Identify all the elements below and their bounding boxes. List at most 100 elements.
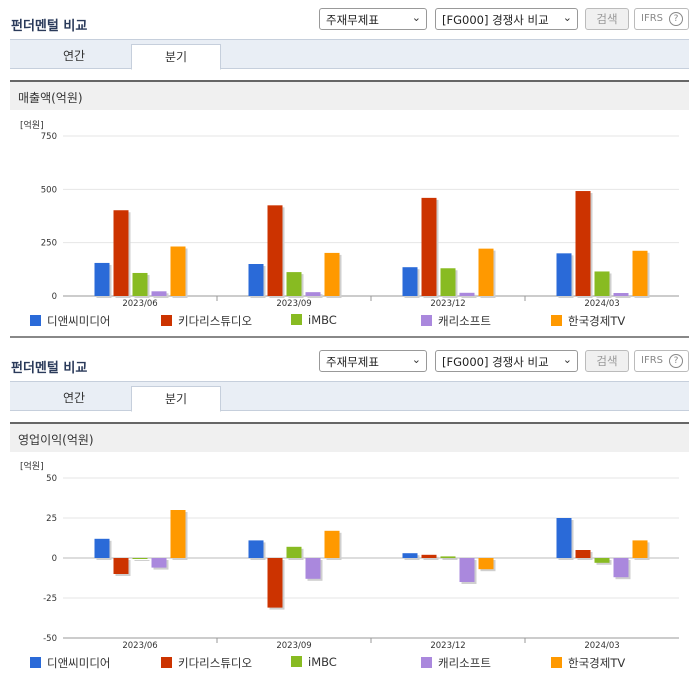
bar[interactable] — [440, 268, 456, 296]
ifrs-label: IFRS — [641, 13, 663, 24]
legend-swatch — [30, 657, 41, 668]
compare-select-value: [FG000] 경쟁사 비교 — [442, 13, 549, 27]
bar[interactable] — [286, 272, 302, 296]
bar[interactable] — [556, 253, 572, 296]
help-icon[interactable]: ? — [669, 354, 683, 368]
bar[interactable] — [170, 246, 186, 296]
legend-swatch — [551, 657, 562, 668]
statement-select-value: 주재무제표 — [326, 355, 379, 369]
bar-shadow — [615, 295, 631, 298]
tab-quarterly[interactable]: 분기 — [131, 44, 221, 70]
legend-swatch — [161, 657, 172, 668]
legend-label: 한국경제TV — [568, 656, 626, 670]
bar[interactable] — [94, 538, 110, 558]
bar[interactable] — [478, 248, 494, 296]
legend-item[interactable]: iMBC — [291, 313, 337, 327]
legend-label: 디앤씨미디어 — [47, 314, 111, 328]
bar[interactable] — [440, 556, 456, 558]
bar[interactable] — [132, 272, 148, 296]
legend-label: 캐리소프트 — [438, 314, 491, 328]
legend-item[interactable]: 키다리스튜디오 — [161, 313, 252, 329]
bar[interactable] — [286, 546, 302, 558]
bar[interactable] — [402, 267, 418, 296]
search-button[interactable]: 검색 — [585, 8, 629, 30]
chart-title: 매출액(억원) — [18, 91, 83, 105]
bar[interactable] — [575, 191, 591, 296]
bar[interactable] — [632, 250, 648, 296]
compare-select[interactable]: [FG000] 경쟁사 비교 ⌄ — [435, 8, 578, 30]
bar[interactable] — [613, 293, 629, 296]
bar[interactable] — [402, 553, 418, 558]
bar[interactable] — [305, 558, 321, 579]
bar[interactable] — [151, 291, 167, 296]
chevron-down-icon: ⌄ — [562, 11, 572, 24]
legend-item[interactable]: 디앤씨미디어 — [30, 313, 110, 329]
legend-item[interactable]: 디앤씨미디어 — [30, 655, 110, 671]
bar[interactable] — [267, 205, 283, 296]
legend-label: 키다리스튜디오 — [178, 656, 253, 670]
chevron-down-icon: ⌄ — [411, 11, 421, 24]
bar[interactable] — [267, 558, 283, 608]
y-tick-label: -50 — [43, 634, 57, 644]
bar[interactable] — [459, 292, 475, 296]
tab-annual[interactable]: 연간 — [62, 391, 86, 405]
compare-select[interactable]: [FG000] 경쟁사 비교 ⌄ — [435, 350, 578, 372]
legend-item[interactable]: 캐리소프트 — [421, 313, 491, 329]
tab-annual[interactable]: 연간 — [62, 49, 86, 63]
bar[interactable] — [132, 558, 148, 559]
chart-title: 영업이익(억원) — [18, 433, 94, 447]
bar[interactable] — [594, 558, 610, 563]
bar-shadow — [134, 560, 150, 561]
bar[interactable] — [324, 252, 340, 296]
bar[interactable] — [151, 558, 167, 568]
chart-legend: 디앤씨미디어 키다리스튜디오 iMBC 캐리소프트 한국경제TV — [30, 313, 670, 329]
y-tick-label: 750 — [41, 132, 57, 142]
bar-shadow — [423, 556, 439, 560]
legend-swatch — [161, 315, 172, 326]
bar[interactable] — [248, 264, 264, 296]
bar-shadow — [461, 294, 477, 298]
bar[interactable] — [632, 540, 648, 558]
bar[interactable] — [170, 510, 186, 558]
x-tick-label: 2023/09 — [276, 299, 311, 309]
bar[interactable] — [594, 271, 610, 296]
bar[interactable] — [575, 550, 591, 558]
legend-label: iMBC — [308, 655, 337, 669]
bar-shadow — [307, 294, 323, 298]
bar[interactable] — [94, 262, 110, 296]
legend-item[interactable]: 한국경제TV — [551, 655, 625, 671]
search-button[interactable]: 검색 — [585, 350, 629, 372]
legend-label: 한국경제TV — [568, 314, 626, 328]
bar[interactable] — [113, 558, 129, 574]
legend-item[interactable]: 키다리스튜디오 — [161, 655, 252, 671]
compare-select-value: [FG000] 경쟁사 비교 — [442, 355, 549, 369]
y-tick-label: -25 — [43, 594, 57, 604]
unit-label: [억원] — [20, 462, 44, 472]
bar[interactable] — [459, 558, 475, 582]
legend-item[interactable]: 한국경제TV — [551, 313, 625, 329]
chart-header-operating-profit: 영업이익(억원) — [10, 422, 689, 452]
legend-swatch — [291, 314, 302, 325]
legend-item[interactable]: 캐리소프트 — [421, 655, 491, 671]
page-title: 펀더멘털 비교 — [11, 19, 88, 34]
chevron-down-icon: ⌄ — [562, 353, 572, 366]
ifrs-button[interactable]: IFRS ? — [634, 350, 689, 372]
legend-item[interactable]: iMBC — [291, 655, 337, 669]
bar[interactable] — [556, 518, 572, 558]
legend-label: 캐리소프트 — [438, 656, 491, 670]
bar[interactable] — [421, 554, 437, 558]
tab-quarterly[interactable]: 분기 — [131, 386, 221, 412]
bar[interactable] — [113, 210, 129, 296]
header-row-2: 펀더멘털 비교 주재무제표 ⌄ [FG000] 경쟁사 비교 ⌄ 검색 IFRS… — [0, 346, 696, 380]
bar[interactable] — [478, 558, 494, 570]
statement-select[interactable]: 주재무제표 ⌄ — [319, 8, 427, 30]
help-icon[interactable]: ? — [669, 12, 683, 26]
bar[interactable] — [324, 530, 340, 558]
bar[interactable] — [248, 540, 264, 558]
ifrs-button[interactable]: IFRS ? — [634, 8, 689, 30]
statement-select[interactable]: 주재무제표 ⌄ — [319, 350, 427, 372]
bar[interactable] — [613, 558, 629, 578]
y-tick-label: 0 — [52, 554, 57, 564]
bar[interactable] — [421, 197, 437, 296]
bar[interactable] — [305, 292, 321, 296]
